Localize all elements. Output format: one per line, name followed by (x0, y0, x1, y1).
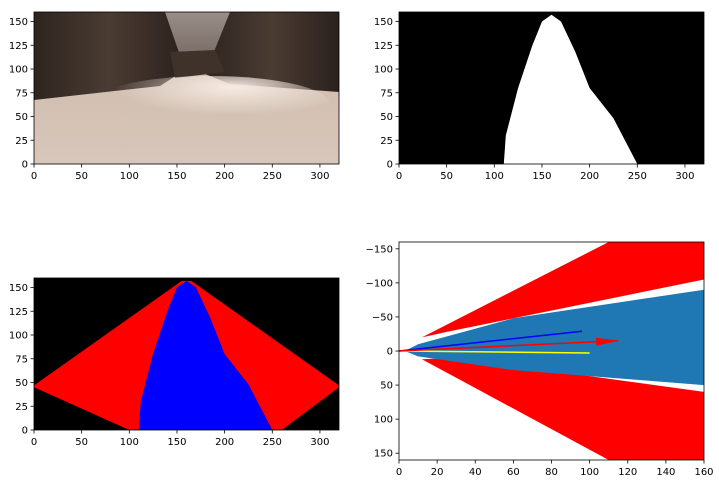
x-tick-label: 80 (545, 467, 558, 478)
x-tick-label: 300 (310, 437, 329, 448)
y-tick-label: 100 (374, 65, 393, 76)
y-tick-label: 50 (15, 378, 28, 389)
x-tick-label: 60 (507, 467, 520, 478)
y-tick-label: 150 (9, 17, 28, 28)
point-regions (404, 242, 704, 460)
x-tick-label: 20 (431, 467, 444, 478)
axes-frame (33, 11, 340, 165)
y-tick-label: 25 (15, 402, 28, 413)
y-tick-label: 25 (380, 136, 393, 147)
point-region (404, 289, 704, 386)
y-tick-label: 50 (380, 381, 393, 392)
warped-overlay-panel: 0 50 100 150 200 250 300 0 25 50 75 100 125 150 (9, 277, 340, 448)
x-tick-label: 0 (396, 171, 402, 182)
x-tick-label: 0 (396, 467, 402, 478)
x-tick-label: 150 (532, 171, 551, 182)
x-tick-label: 300 (675, 171, 694, 182)
y-tick-label: 75 (380, 88, 393, 99)
y-tick-label: 125 (9, 307, 28, 318)
direction-arrows (399, 330, 619, 354)
x-tick-label: 250 (628, 171, 647, 182)
x-tick-label: 100 (485, 171, 504, 182)
y-tick-label: −50 (372, 312, 393, 323)
threshold-mask-axes: 0 50 100 150 200 250 300 0 25 50 75 100 125 150 (374, 11, 705, 182)
x-tick-label: 200 (215, 171, 234, 182)
warped-overlay-axes: 0 50 100 150 200 250 300 0 25 50 75 100 125 150 (9, 277, 340, 448)
x-tick-label: 250 (263, 171, 282, 182)
y-tick-label: 150 (374, 449, 393, 460)
camera-image-panel: 0 50 100 150 200 250 300 0 25 50 75 100 125 150 (9, 11, 340, 182)
direction-arrow (399, 350, 590, 354)
point-region (421, 357, 704, 460)
x-tick-label: 50 (75, 437, 88, 448)
x-tick-label: 120 (618, 467, 637, 478)
y-tick-label: 50 (15, 112, 28, 123)
threshold-mask-panel: 0 50 100 150 200 250 300 0 25 50 75 100 125 150 (374, 11, 705, 182)
y-tick-label: 100 (374, 415, 393, 426)
y-tick-label: 100 (9, 331, 28, 342)
y-tick-label: 25 (15, 136, 28, 147)
x-tick-label: 200 (215, 437, 234, 448)
y-tick-label: 0 (387, 347, 393, 358)
y-tick-label: 150 (374, 17, 393, 28)
y-tick-label: 125 (9, 41, 28, 52)
axes-frame (33, 277, 340, 431)
x-tick-label: 200 (580, 171, 599, 182)
camera-image (34, 12, 339, 164)
y-tick-label: 75 (15, 354, 28, 365)
y-tick-label: 75 (15, 88, 28, 99)
y-tick-label: 100 (9, 65, 28, 76)
y-tick-label: 0 (22, 160, 28, 171)
direction-arrow (399, 330, 583, 352)
point-region (421, 242, 704, 338)
navigable-terrain-mask (503, 14, 638, 164)
y-tick-label: 0 (22, 426, 28, 437)
rover-coords-axes: 0 20 40 60 80 100 120 140 160 −150 −100 −50 0 50 100 15… (366, 241, 714, 478)
axes-frame (398, 11, 705, 165)
y-tick-label: 125 (374, 41, 393, 52)
navigable-region (138, 280, 273, 430)
x-tick-label: 250 (263, 437, 282, 448)
y-tick-label: 50 (380, 112, 393, 123)
rover-coords-panel: 0 20 40 60 80 100 120 140 160 −150 −100 −50 0 50 100 15… (366, 241, 714, 478)
x-tick-label: 100 (120, 437, 139, 448)
x-tick-label: 50 (440, 171, 453, 182)
x-tick-label: 50 (75, 171, 88, 182)
x-tick-label: 100 (580, 467, 599, 478)
x-tick-label: 150 (167, 437, 186, 448)
x-tick-label: 160 (694, 467, 713, 478)
direction-arrow (399, 337, 619, 352)
y-tick-label: −100 (366, 278, 393, 289)
y-tick-label: −150 (366, 244, 393, 255)
camera-image-axes: 0 50 100 150 200 250 300 0 25 50 75 100 125 150 (9, 11, 340, 182)
x-tick-label: 140 (656, 467, 675, 478)
y-tick-label: 0 (387, 160, 393, 171)
x-tick-label: 40 (469, 467, 482, 478)
x-tick-label: 0 (31, 437, 37, 448)
x-tick-label: 150 (167, 171, 186, 182)
x-tick-label: 0 (31, 171, 37, 182)
y-tick-label: 150 (9, 283, 28, 294)
x-tick-label: 300 (310, 171, 329, 182)
x-tick-label: 100 (120, 171, 139, 182)
